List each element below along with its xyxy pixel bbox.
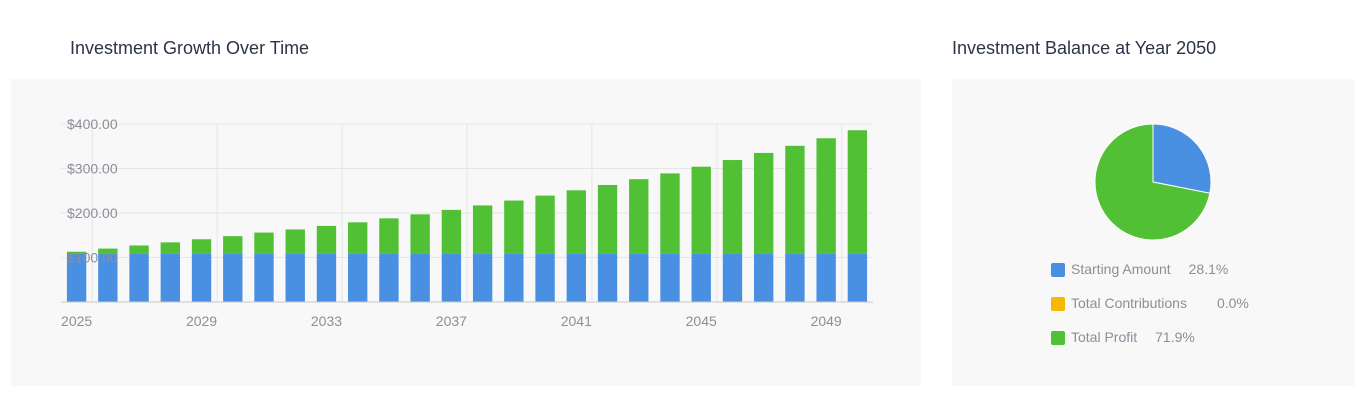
- bar-starting-amount-2029[interactable]: [191, 253, 212, 302]
- bar-total-profit-2030[interactable]: [223, 236, 243, 254]
- bar-total-profit-2041[interactable]: [566, 190, 586, 254]
- bar-total-profit-2037[interactable]: [441, 209, 462, 254]
- bar-total-profit-2026[interactable]: [98, 248, 118, 254]
- x-tick-label: 2029: [186, 313, 217, 329]
- legend-percent: 28.1%: [1188, 261, 1229, 277]
- y-tick-label: $400.00: [67, 116, 118, 132]
- pie-chart-panel: Starting Amount 28.1% Total Contribution…: [952, 79, 1355, 386]
- bar-starting-amount-2049[interactable]: [816, 253, 836, 302]
- bar-total-profit-2048[interactable]: [785, 145, 805, 254]
- bar-starting-amount-2044[interactable]: [660, 253, 680, 302]
- bar-total-profit-2042[interactable]: [597, 184, 618, 254]
- legend-item-starting-amount[interactable]: Starting Amount 28.1%: [1051, 261, 1249, 295]
- bar-starting-amount-2032[interactable]: [285, 253, 305, 302]
- bar-total-profit-2045[interactable]: [691, 166, 711, 254]
- bar-starting-amount-2025[interactable]: [66, 253, 87, 302]
- bar-starting-amount-2030[interactable]: [223, 253, 243, 302]
- bar-total-profit-2043[interactable]: [629, 179, 649, 254]
- bar-starting-amount-2036[interactable]: [410, 253, 430, 302]
- legend-percent: 0.0%: [1216, 295, 1249, 311]
- bar-total-profit-2044[interactable]: [660, 173, 680, 254]
- bar-total-profit-2027[interactable]: [129, 245, 149, 254]
- x-tick-label: 2037: [436, 313, 467, 329]
- bar-starting-amount-2037[interactable]: [441, 253, 462, 302]
- bar-starting-amount-2048[interactable]: [785, 253, 805, 302]
- bar-starting-amount-2033[interactable]: [316, 253, 337, 302]
- legend-item-total-contributions[interactable]: Total Contributions 0.0%: [1051, 295, 1249, 329]
- bar-starting-amount-2041[interactable]: [566, 253, 586, 302]
- bar-starting-amount-2047[interactable]: [754, 253, 774, 302]
- bar-total-profit-2050[interactable]: [847, 130, 868, 254]
- legend-label: Total Profit: [1071, 329, 1138, 345]
- bar-starting-amount-2034[interactable]: [348, 253, 368, 302]
- bar-total-profit-2031[interactable]: [254, 232, 274, 254]
- x-tick-label: 2041: [561, 313, 592, 329]
- pie-slice-total-profit[interactable]: [1094, 123, 1211, 241]
- y-tick-label: $200.00: [67, 205, 118, 221]
- x-tick-label: 2045: [686, 313, 717, 329]
- bar-starting-amount-2027[interactable]: [129, 253, 149, 302]
- bar-starting-amount-2039[interactable]: [504, 253, 524, 302]
- bar-chart-title: Investment Growth Over Time: [70, 38, 310, 58]
- bar-total-profit-2034[interactable]: [348, 222, 368, 254]
- legend-swatch-total-profit: [1051, 331, 1065, 345]
- bar-total-profit-2049[interactable]: [816, 138, 836, 254]
- y-tick-label: $300.00: [67, 161, 118, 177]
- bar-starting-amount-2043[interactable]: [629, 253, 649, 302]
- x-tick-label: 2033: [311, 313, 342, 329]
- legend-swatch-starting-amount: [1051, 263, 1065, 277]
- bar-starting-amount-2035[interactable]: [379, 253, 399, 302]
- x-tick-label: 2049: [811, 313, 842, 329]
- bar-starting-amount-2050[interactable]: [847, 253, 868, 302]
- bar-total-profit-2025[interactable]: [66, 251, 87, 254]
- grid: [61, 123, 873, 302]
- bar-total-profit-2035[interactable]: [379, 218, 399, 254]
- x-axis-labels: 2025 2029 2033 2037 2041 2045 2049: [61, 313, 842, 329]
- pie-slice-starting-amount[interactable]: [1152, 123, 1212, 194]
- bar-starting-amount-2040[interactable]: [535, 253, 555, 302]
- bar-starting-amount-2031[interactable]: [254, 253, 274, 302]
- legend-percent: 71.9%: [1155, 329, 1195, 345]
- bar-total-profit-2046[interactable]: [722, 160, 743, 254]
- y-tick-label: $100.00: [67, 250, 118, 266]
- bar-total-profit-2047[interactable]: [754, 152, 774, 254]
- bar-total-profit-2036[interactable]: [410, 214, 430, 254]
- bar-total-profit-2038[interactable]: [472, 205, 493, 254]
- pie-chart-title: Investment Balance at Year 2050: [952, 38, 1217, 58]
- legend-label: Total Contributions: [1071, 295, 1187, 311]
- bar-starting-amount-2038[interactable]: [472, 253, 493, 302]
- bar-starting-amount-2045[interactable]: [691, 253, 711, 302]
- x-tick-label: 2025: [61, 313, 92, 329]
- legend-label: Starting Amount: [1071, 261, 1171, 277]
- legend-swatch-total-contributions: [1051, 297, 1065, 311]
- legend-item-total-profit[interactable]: Total Profit 71.9%: [1051, 329, 1249, 363]
- bar-total-profit-2033[interactable]: [316, 225, 337, 254]
- bar-chart-panel: $100.00 $200.00 $300.00 $400.00 2025 2029 2033…: [11, 79, 921, 386]
- pie-legend: Starting Amount 28.1% Total Contribution…: [1051, 261, 1249, 363]
- bar-starting-amount-2028[interactable]: [160, 253, 180, 302]
- bars: [66, 130, 868, 302]
- bar-total-profit-2039[interactable]: [504, 200, 524, 254]
- y-axis-labels: $100.00 $200.00 $300.00 $400.00: [67, 116, 118, 266]
- bar-total-profit-2028[interactable]: [160, 242, 180, 254]
- bar-starting-amount-2026[interactable]: [98, 253, 118, 302]
- bar-chart: $100.00 $200.00 $300.00 $400.00 2025 2029 2033…: [61, 116, 873, 329]
- pie-chart: [1094, 123, 1212, 241]
- bar-total-profit-2029[interactable]: [191, 239, 212, 254]
- bar-starting-amount-2042[interactable]: [597, 253, 618, 302]
- bar-starting-amount-2046[interactable]: [722, 253, 743, 302]
- bar-total-profit-2040[interactable]: [535, 195, 555, 254]
- bar-total-profit-2032[interactable]: [285, 229, 305, 254]
